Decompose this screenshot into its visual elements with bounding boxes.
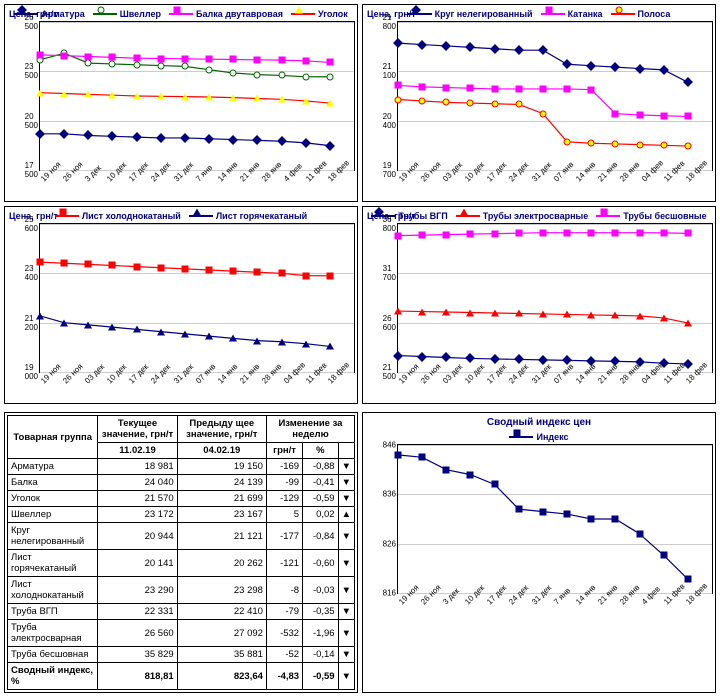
chart-panel: Цена, грн/т Круг нелегированный Катанка …: [362, 4, 716, 202]
chart-panel: Цена, грн/т Арматура Швеллер Балка двута…: [4, 4, 358, 202]
chart-panel: Сводный индекс цен Индекс81682683684619 …: [362, 412, 716, 693]
chart-title: Сводный индекс цен: [365, 415, 713, 430]
chart-panel: Цена, грн/т Трубы ВГП Трубы электросварн…: [362, 206, 716, 404]
legend: Цена, грн/т Арматура Швеллер Балка двута…: [7, 7, 355, 21]
legend-item: Швеллер: [93, 9, 161, 19]
legend-item: Трубы бесшовные: [596, 211, 706, 221]
table-row: Балка24 04024 139-99-0,41▼: [8, 475, 355, 491]
table-row: Уголок21 57021 699-129-0,59▼: [8, 491, 355, 507]
plot-area: 816826836846: [397, 444, 713, 594]
summary-row: Сводный индекс, %818,81823,64-4,83-0,59▼: [8, 663, 355, 690]
legend: Цена, грн/т Круг нелегированный Катанка …: [365, 7, 713, 21]
legend-item: Лист холоднокатаный: [55, 211, 181, 221]
legend-item: Уголок: [291, 9, 348, 19]
table-row: Труба ВГП22 33122 410-79-0,35▼: [8, 604, 355, 620]
table-row: Швеллер23 17223 16750,02▲: [8, 507, 355, 523]
legend-item: Полоса: [611, 9, 671, 19]
table-row: Труба электросварная26 56027 092-532-1,9…: [8, 620, 355, 647]
table-row: Круг нелегированный20 94421 121-177-0,84…: [8, 523, 355, 550]
table-row: Лист горячекатаный20 14120 262-121-0,60▼: [8, 550, 355, 577]
table-row: Труба бесшовная35 82935 881-52-0,14▼: [8, 647, 355, 663]
legend: Индекс: [365, 430, 713, 444]
plot-area: 17 50020 50023 50026 500: [39, 21, 355, 171]
plot-area: 19 70020 40021 10021 800: [397, 21, 713, 171]
chart-panel: Цена, грн/т Лист холоднокатаный Лист гор…: [4, 206, 358, 404]
price-table: Товарная группаТекущее значение, грн/тПр…: [7, 415, 355, 690]
legend-item: Трубы электросварные: [456, 211, 588, 221]
data-table-panel: Товарная группаТекущее значение, грн/тПр…: [4, 412, 358, 693]
table-row: Арматура18 98119 150-169-0,88▼: [8, 459, 355, 475]
legend: Цена, грн/т Лист холоднокатаный Лист гор…: [7, 209, 355, 223]
legend-item: Индекс: [509, 432, 568, 442]
plot-area: 19 00021 20023 40025 600: [39, 223, 355, 373]
legend-item: Лист горячекатаный: [189, 211, 307, 221]
table-row: Лист холоднокатаный23 29023 298-8-0,03▼: [8, 577, 355, 604]
plot-area: 21 50026 60031 70036 800: [397, 223, 713, 373]
legend-item: Круг нелегированный: [408, 9, 533, 19]
legend: Цена, грн/т Трубы ВГП Трубы электросварн…: [365, 209, 713, 223]
legend-item: Балка двутавровая: [169, 9, 283, 19]
legend-item: Катанка: [541, 9, 603, 19]
